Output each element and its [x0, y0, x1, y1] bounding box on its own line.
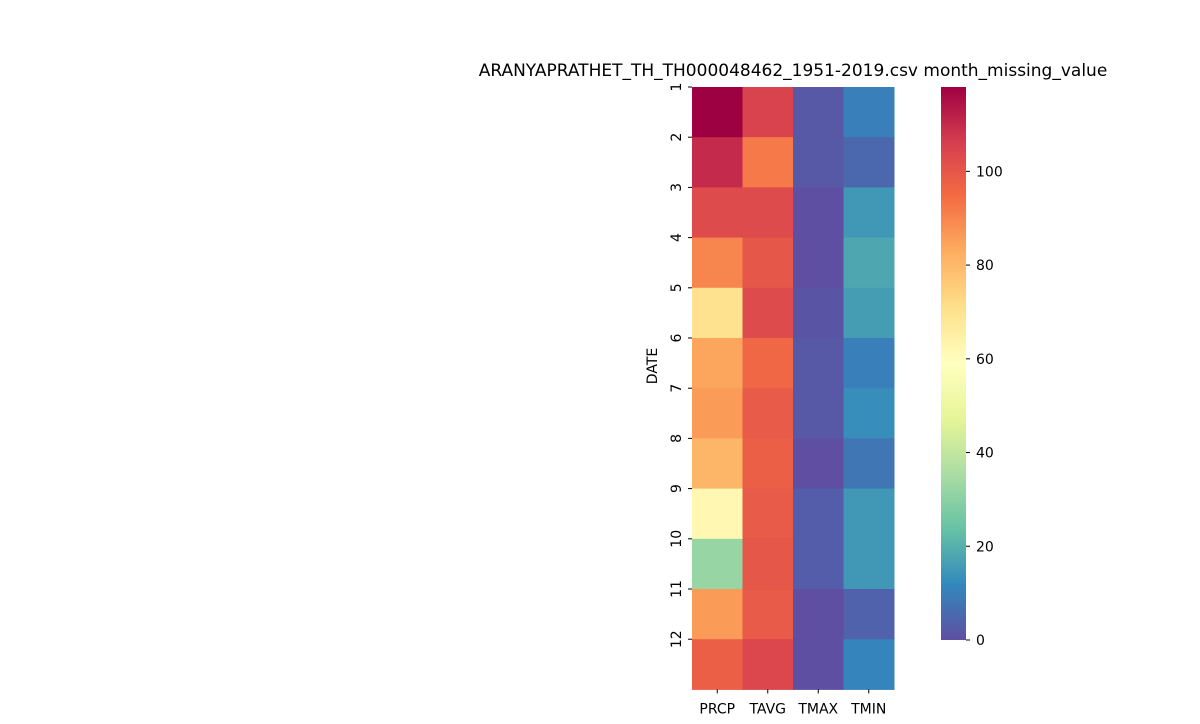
y-tick-label: 5	[669, 283, 685, 292]
heatmap-cell-8-PRCP	[692, 438, 743, 490]
heatmap-cell-12-PRCP	[692, 639, 743, 690]
colorbar-tick-label: 60	[976, 352, 994, 368]
heatmap-cell-11-TAVG	[742, 589, 794, 640]
heatmap-cell-6-TMAX	[793, 338, 844, 389]
heatmap-cells	[692, 87, 895, 690]
heatmap-cell-3-PRCP	[692, 187, 743, 239]
heatmap-cell-11-TMAX	[793, 589, 844, 640]
heatmap-cell-8-TMAX	[793, 438, 844, 490]
heatmap-cell-1-TAVG	[742, 87, 794, 138]
heatmap-cell-8-TMIN	[843, 438, 895, 490]
heatmap-cell-7-TAVG	[742, 388, 794, 439]
heatmap-cell-1-TMIN	[843, 87, 895, 138]
colorbar: 0 20 40 60 80 100	[941, 87, 1003, 649]
heatmap-cell-4-TMIN	[843, 237, 895, 289]
y-tick-label: 3	[669, 183, 685, 192]
heatmap-cell-7-PRCP	[692, 388, 743, 439]
y-tick-label: 6	[669, 333, 685, 342]
x-tick-label: TMIN	[850, 701, 886, 717]
heatmap-cell-10-TMAX	[793, 538, 844, 590]
heatmap-cell-6-PRCP	[692, 338, 743, 389]
y-tick-label: 7	[669, 384, 685, 393]
heatmap-cell-6-TAVG	[742, 338, 794, 389]
heatmap-cell-5-TAVG	[742, 287, 794, 339]
heatmap-cell-4-TAVG	[742, 237, 794, 289]
heatmap-cell-2-TMIN	[843, 137, 895, 188]
heatmap-cell-5-TMIN	[843, 287, 895, 339]
heatmap-cell-4-TMAX	[793, 237, 844, 289]
heatmap-cell-9-PRCP	[692, 488, 743, 540]
colorbar-tick-label: 0	[976, 633, 985, 649]
colorbar-tick-label: 80	[976, 258, 994, 274]
y-tick-label: 11	[669, 580, 685, 598]
heatmap-cell-5-PRCP	[692, 287, 743, 339]
x-tick-labels: PRCP TAVG TMAX TMIN	[699, 689, 886, 717]
heatmap-cell-3-TMIN	[843, 187, 895, 239]
y-tick-label: 9	[669, 484, 685, 493]
heatmap-cell-12-TMIN	[843, 639, 895, 690]
heatmap-cell-10-PRCP	[692, 538, 743, 590]
heatmap-cell-10-TMIN	[843, 538, 895, 590]
heatmap-cell-4-PRCP	[692, 237, 743, 289]
y-tick-label: 1	[669, 83, 685, 92]
heatmap-cell-3-TAVG	[742, 187, 794, 239]
heatmap-cell-6-TMIN	[843, 338, 895, 389]
x-tick-label: TMAX	[797, 701, 838, 717]
heatmap-cell-9-TMAX	[793, 488, 844, 540]
heatmap-cell-8-TAVG	[742, 438, 794, 490]
heatmap-cell-9-TAVG	[742, 488, 794, 540]
heatmap-cell-12-TAVG	[742, 639, 794, 690]
heatmap-cell-5-TMAX	[793, 287, 844, 339]
heatmap-cell-12-TMAX	[793, 639, 844, 690]
heatmap-cell-2-PRCP	[692, 137, 743, 188]
colorbar-tick-label: 20	[976, 539, 994, 555]
heatmap-cell-7-TMAX	[793, 388, 844, 439]
heatmap-cell-1-PRCP	[692, 87, 743, 138]
heatmap-cell-3-TMAX	[793, 187, 844, 239]
y-tick-label: 4	[669, 233, 685, 242]
heatmap-cell-10-TAVG	[742, 538, 794, 590]
heatmap-cell-2-TAVG	[742, 137, 794, 188]
colorbar-tick-label: 40	[976, 446, 994, 462]
x-tick-label: PRCP	[699, 701, 735, 717]
heatmap-cell-9-TMIN	[843, 488, 895, 540]
y-tick-label: 12	[669, 630, 685, 648]
colorbar-tick-label: 100	[976, 164, 1003, 180]
x-tick-label: TAVG	[748, 701, 786, 717]
y-tick-label: 10	[669, 530, 685, 548]
colorbar-gradient	[941, 87, 966, 640]
heatmap-cell-7-TMIN	[843, 388, 895, 439]
chart-title: ARANYAPRATHET_TH_TH000048462_1951-2019.c…	[479, 61, 1108, 81]
heatmap-cell-11-TMIN	[843, 589, 895, 640]
heatmap-cell-1-TMAX	[793, 87, 844, 138]
y-tick-label: 8	[669, 434, 685, 443]
y-axis-label: DATE	[645, 348, 661, 384]
y-tick-label: 2	[669, 133, 685, 142]
heatmap-cell-2-TMAX	[793, 137, 844, 188]
heatmap-cell-11-PRCP	[692, 589, 743, 640]
